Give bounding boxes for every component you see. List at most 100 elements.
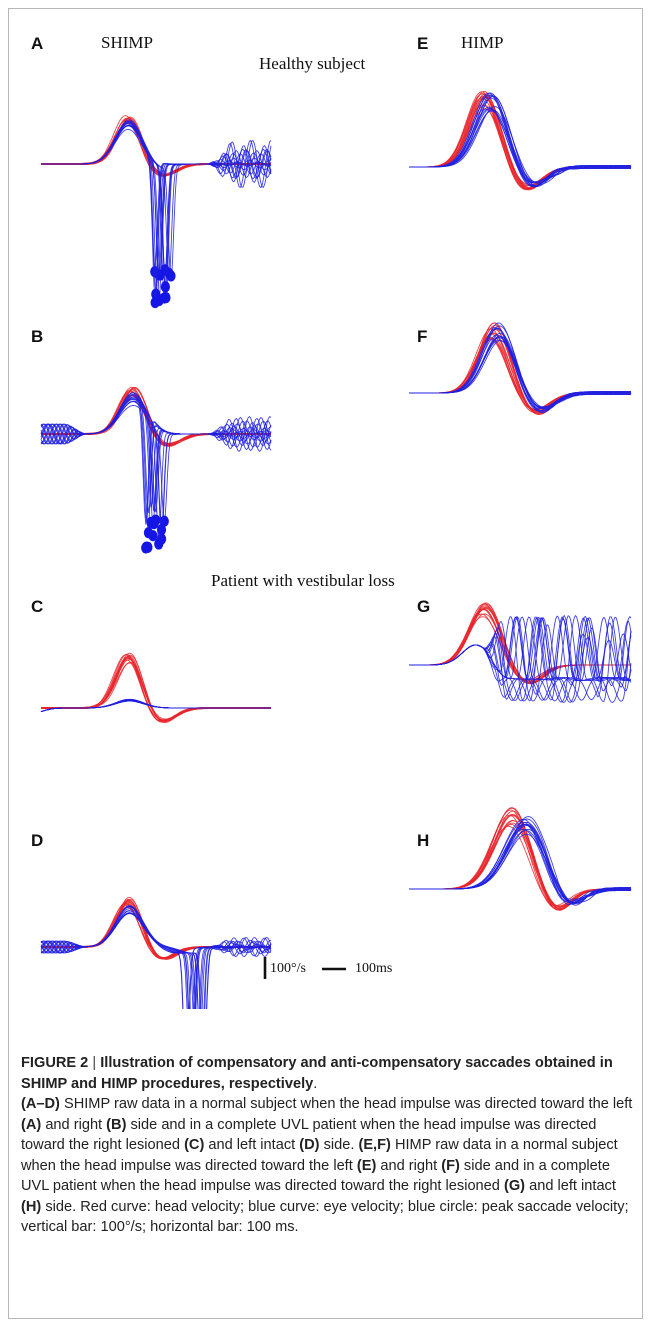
head-velocity-trace (409, 95, 631, 189)
peak-saccade-marker (156, 524, 167, 536)
peak-saccade-marker (141, 541, 152, 553)
eye-velocity-trace (40, 910, 272, 1009)
head-velocity-trace (409, 95, 631, 189)
caption-segment: (B) (106, 1116, 127, 1133)
eye-velocity-trace (40, 906, 272, 1009)
peak-saccade-marker (154, 538, 164, 550)
head-velocity-trace (409, 93, 631, 190)
caption-segment: (A–D) (21, 1096, 60, 1112)
eye-velocity-trace (40, 912, 272, 1009)
figure-plots (40, 91, 632, 1009)
eye-velocity-trace (409, 337, 632, 408)
caption-segment: side and in a complete UVL patient when … (21, 1157, 610, 1195)
eye-velocity-trace (41, 119, 272, 290)
head-velocity-trace (40, 659, 272, 721)
eye-velocity-trace (40, 908, 272, 1009)
eye-velocity-trace (409, 322, 632, 414)
caption-label: FIGURE 2 (21, 1055, 89, 1071)
caption-segment: SHIMP raw data in a normal subject when … (59, 1096, 633, 1112)
peak-saccade-marker (166, 270, 176, 282)
eye-velocity-trace (409, 830, 632, 903)
head-velocity-trace (409, 324, 631, 415)
caption-segment: (F) (441, 1157, 460, 1174)
eye-velocity-trace (409, 327, 632, 412)
eye-velocity-trace (40, 699, 271, 713)
eye-velocity-trace (40, 392, 272, 527)
peak-saccade-marker (150, 296, 160, 309)
eye-velocity-trace (40, 699, 271, 713)
eye-velocity-trace (40, 905, 271, 1009)
eye-velocity-trace (409, 325, 632, 413)
himp-column-label: HIMP (461, 33, 504, 52)
healthy-subject-label: Healthy subject (259, 54, 366, 73)
eye-velocity-trace (40, 698, 271, 713)
head-velocity-trace (40, 654, 272, 722)
caption-segment: (C) (184, 1137, 205, 1153)
caption-segment: HIMP raw data in a normal subject when t… (21, 1137, 618, 1174)
panel-letter-c: C (31, 597, 44, 616)
head-velocity-trace (409, 97, 631, 189)
shimp-column-label: SHIMP (101, 33, 153, 52)
head-velocity-trace (41, 659, 271, 722)
head-velocity-trace (409, 91, 631, 191)
eye-velocity-trace (409, 327, 632, 412)
eye-velocity-trace (40, 913, 271, 1009)
head-velocity-trace (41, 654, 272, 723)
eye-velocity-trace (40, 913, 272, 1009)
peak-saccade-marker (143, 527, 154, 539)
figure-frame: A B C D E F G H SHIMP HIMP Healthy subje… (8, 8, 643, 1319)
figure-caption: FIGURE 2 | Illustration of compensatory … (21, 1053, 633, 1238)
head-velocity-trace (40, 657, 272, 722)
head-velocity-trace (409, 97, 631, 189)
caption-title-end: . (313, 1075, 318, 1092)
panel-letter-f: F (417, 327, 428, 346)
peak-saccade-marker (155, 269, 165, 281)
eye-velocity-trace (40, 699, 271, 713)
vertical-scale-label: 100°/s (270, 961, 306, 976)
head-velocity-trace (40, 656, 272, 722)
scale-bars (263, 957, 346, 979)
eye-velocity-trace (40, 699, 271, 713)
head-velocity-trace (409, 91, 631, 191)
caption-segment: (D) (299, 1137, 320, 1153)
head-velocity-trace (41, 661, 272, 720)
head-velocity-trace (40, 662, 272, 721)
head-velocity-trace (40, 655, 271, 722)
caption-body: (A–D) SHIMP raw data in a normal subject… (21, 1096, 632, 1235)
caption-segment: and left intact (525, 1178, 616, 1194)
caption-segment: side. (319, 1137, 359, 1153)
panel-letter-g: G (417, 597, 431, 616)
caption-segment: (A) (21, 1116, 42, 1133)
eye-velocity-trace (409, 615, 632, 702)
horizontal-scale-label: 100ms (355, 961, 393, 976)
eye-velocity-trace (40, 905, 272, 1009)
caption-segment: and right (376, 1157, 442, 1174)
head-velocity-trace (409, 822, 631, 907)
eye-velocity-trace (40, 699, 271, 713)
caption-segment: and right (41, 1116, 107, 1133)
caption-segment: side. Red curve: head velocity; blue cur… (21, 1198, 629, 1236)
panel-letter-d: D (31, 831, 44, 850)
vestibular-loss-label: Patient with vestibular loss (211, 571, 395, 590)
head-velocity-trace (409, 97, 631, 189)
peak-saccade-marker (160, 281, 170, 293)
head-velocity-trace (409, 322, 631, 415)
eye-velocity-trace (40, 905, 272, 1009)
head-velocity-trace (409, 93, 631, 190)
head-velocity-trace (40, 652, 271, 724)
eye-velocity-trace (409, 97, 632, 187)
head-velocity-trace (41, 656, 272, 722)
head-velocity-trace (409, 93, 631, 190)
eye-velocity-trace (40, 905, 272, 1009)
eye-velocity-trace (40, 910, 272, 1009)
panel-letter-h: H (417, 831, 430, 850)
panel-letter-a: A (31, 34, 44, 53)
caption-segment: and left intact (204, 1137, 300, 1153)
eye-velocity-trace (40, 699, 271, 713)
panel-letter-b: B (31, 327, 44, 346)
caption-segment: (H) (21, 1198, 42, 1215)
eye-velocity-trace (40, 905, 272, 1009)
panel-letter-e: E (417, 34, 429, 53)
caption-segment: (E) (356, 1157, 377, 1174)
head-velocity-trace (409, 322, 631, 415)
